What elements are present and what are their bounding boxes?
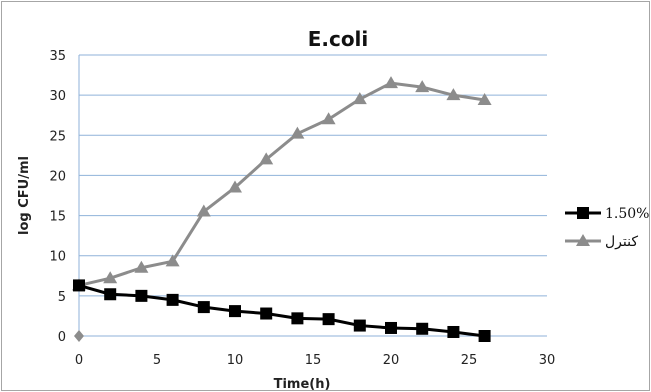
data-point — [103, 271, 118, 284]
data-point — [352, 92, 367, 105]
series-1 — [72, 76, 492, 291]
data-point — [73, 279, 85, 292]
y-tick-label: 15 — [49, 210, 66, 225]
series-line — [78, 81, 485, 287]
data-point — [196, 204, 211, 217]
data-point — [416, 322, 429, 335]
extra-data-point — [74, 330, 84, 342]
data-point — [228, 180, 242, 193]
data-point — [446, 88, 461, 101]
data-point — [290, 126, 305, 139]
legend-marker — [577, 207, 589, 219]
x-axis-title: Time(h) — [274, 377, 331, 392]
data-point — [321, 112, 336, 125]
x-tick-label: 10 — [227, 353, 244, 368]
y-tick-label: 5 — [58, 290, 66, 305]
data-point — [477, 92, 492, 105]
legend: 1.50% کنترل — [565, 206, 649, 250]
gridlines — [78, 54, 547, 337]
data-point — [291, 312, 304, 325]
data-point — [166, 293, 179, 306]
y-tick-label: 10 — [49, 250, 66, 265]
data-point — [135, 289, 148, 302]
x-tick-label: 5 — [153, 353, 161, 368]
data-point — [478, 330, 491, 342]
data-point — [447, 325, 460, 338]
x-tick-label: 30 — [539, 353, 556, 368]
x-tick-label: 15 — [305, 353, 322, 368]
data-point — [165, 254, 180, 267]
data-point — [322, 313, 335, 326]
data-point — [259, 152, 274, 165]
y-tick-label: 30 — [49, 89, 66, 104]
x-tick-label: 20 — [383, 353, 400, 368]
legend-label: 1.50% — [605, 206, 649, 222]
data-point — [260, 307, 273, 320]
legend-label: کنترل — [605, 234, 638, 250]
chart-title: E.coli — [308, 27, 369, 51]
x-tick-label: 25 — [461, 353, 478, 368]
data-point — [353, 319, 366, 332]
data-point — [134, 260, 149, 273]
y-axis-title: log CFU/ml — [17, 156, 32, 235]
legend-item: 1.50% — [565, 206, 649, 222]
data-point — [197, 301, 210, 314]
series-0 — [73, 279, 491, 342]
legend-item: کنترل — [565, 234, 638, 250]
series-layer — [72, 76, 492, 342]
y-tick-label: 20 — [49, 169, 66, 184]
data-point — [415, 80, 430, 93]
data-point — [384, 76, 398, 89]
x-tick-label: 0 — [75, 353, 83, 368]
legend-marker — [576, 234, 590, 246]
data-point — [385, 321, 397, 334]
y-tick-label: 25 — [49, 129, 66, 144]
y-tick-label: 0 — [58, 330, 66, 345]
data-point — [104, 288, 117, 301]
data-point — [229, 305, 241, 318]
y-tick-label: 35 — [49, 49, 66, 64]
axis-ticks: 0 5 10 15 20 25 30 35 0 5 10 15 20 25 30 — [49, 49, 555, 368]
